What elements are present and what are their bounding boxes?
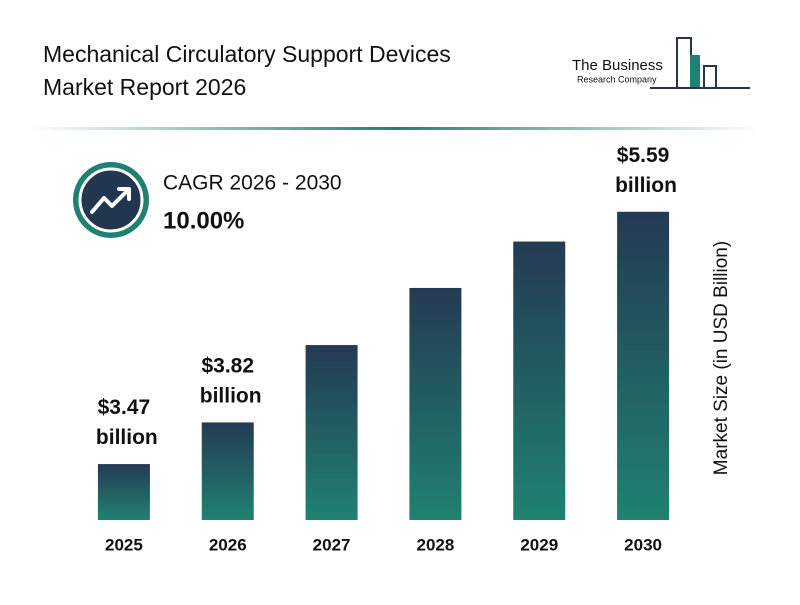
chart-title: Market Report 2026 <box>43 74 246 100</box>
bar <box>513 241 566 521</box>
cagr-value: 10.00% <box>163 207 244 234</box>
bar <box>201 422 254 520</box>
x-tick-label: 2027 <box>313 535 351 554</box>
separator <box>30 127 760 130</box>
bar <box>305 345 358 520</box>
x-tick-label: 2030 <box>624 535 662 554</box>
data-label: $5.59 billion <box>609 143 677 196</box>
y-axis-label: Market Size (in USD Billion) <box>711 241 732 475</box>
data-label: $3.82 billion <box>194 354 262 407</box>
data-label: $3.47 billion <box>90 396 158 449</box>
bar <box>97 464 150 520</box>
bar <box>409 287 462 520</box>
cagr-icon <box>73 162 149 238</box>
logo-subtext: Research Company <box>577 74 657 84</box>
chart-title: Mechanical Circulatory Support Devices <box>43 41 451 67</box>
x-tick-label: 2025 <box>105 535 143 554</box>
logo <box>650 37 750 89</box>
x-tick-label: 2028 <box>417 535 455 554</box>
x-tick-label: 2026 <box>209 535 247 554</box>
logo-text: The Business <box>572 57 663 74</box>
cagr-label: CAGR 2026 - 2030 <box>163 172 342 195</box>
x-tick-label: 2029 <box>520 535 558 554</box>
bar <box>617 211 670 521</box>
